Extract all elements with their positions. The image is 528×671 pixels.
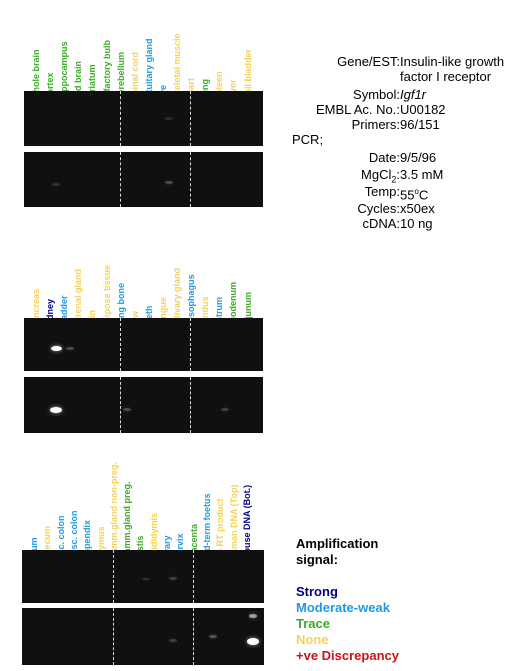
gel-image-1-top [24, 91, 263, 146]
gel-band [221, 408, 230, 411]
gel-image-1-bottom [24, 152, 263, 207]
gel-band [66, 347, 75, 350]
lane-group-divider [190, 377, 192, 433]
date-row: Date: 9/5/96 [290, 150, 526, 165]
mgcl-key-prefix: MgCl [361, 167, 392, 182]
cdna-row: cDNA: 10 ng [290, 216, 526, 231]
gene-value-line2: factor I receptor [400, 69, 492, 84]
symbol-value: Igf1r [400, 87, 427, 102]
legend-title-line2: signal: [296, 552, 338, 567]
gel-band [169, 577, 177, 580]
symbol-key: Symbol: [353, 87, 400, 102]
amplification-legend: Amplification signal: Strong Moderate-we… [296, 536, 399, 664]
mgcl-row: MgCl2: 3.5 mM [290, 167, 526, 185]
lane-group-divider [192, 608, 194, 665]
gel-image-2-top [24, 318, 263, 371]
gel-band [164, 181, 173, 184]
mgcl-value: 3.5 mM [400, 167, 444, 182]
gel-band [208, 635, 217, 638]
pcr-info-block: Gene/EST: Insulin-like growth factor I r… [290, 54, 526, 231]
gene-row: Gene/EST: Insulin-like growth [290, 54, 526, 69]
lane-label: Mamm.gland non-preg. [108, 462, 119, 561]
cycles-key: Cycles: [357, 201, 400, 216]
lane-group-divider [119, 152, 121, 207]
gel-band [169, 639, 177, 642]
temp-row: Temp: 55oC [290, 184, 526, 202]
gel-image-3-top [22, 550, 264, 603]
temp-value: 55oC [400, 184, 428, 202]
embl-value: U00182 [400, 102, 446, 117]
lane-group-divider [192, 550, 194, 603]
date-key: Date: [368, 150, 400, 165]
lane-group-divider [190, 91, 192, 146]
lane-group-divider [113, 608, 115, 665]
gel-band [164, 117, 173, 120]
cdna-key: cDNA: [362, 216, 400, 231]
gel-band [122, 408, 131, 411]
lane-group-divider [190, 152, 192, 207]
cdna-value: 10 ng [400, 216, 433, 231]
pcr-row: PCR; [290, 132, 526, 147]
primers-value: 96/151 [400, 117, 440, 132]
lane-group-divider [119, 377, 121, 433]
lane-group-divider [119, 91, 121, 146]
gene-row-2: factor I receptor [290, 69, 526, 84]
gene-key: Gene/EST: [337, 54, 400, 69]
gel-image-3-bottom [22, 608, 264, 665]
legend-none: None [296, 632, 329, 647]
cycles-value: x50ex [400, 201, 435, 216]
temp-value-num: 55 [400, 187, 415, 203]
pcr-label: PCR; [292, 132, 324, 147]
lane-group-divider [190, 318, 192, 371]
temp-key: Temp: [364, 184, 400, 199]
gel-band [246, 638, 259, 645]
gel-image-2-bottom [24, 377, 263, 433]
gel-band [248, 614, 257, 618]
mgcl-key-suffix: : [396, 167, 400, 182]
legend-title-line1: Amplification [296, 536, 379, 551]
gel-band [52, 183, 61, 186]
legend-trace: Trace [296, 616, 330, 631]
legend-moderate: Moderate-weak [296, 600, 390, 615]
gel-band [142, 578, 151, 580]
legend-strong: Strong [296, 584, 338, 599]
date-value: 9/5/96 [400, 150, 437, 165]
primers-key: Primers: [351, 117, 400, 132]
mgcl-key: MgCl2: [361, 167, 400, 188]
embl-key: EMBL Ac. No.: [315, 102, 400, 117]
symbol-row: Symbol: Igf1r [290, 87, 526, 102]
gel-band [50, 407, 63, 413]
primers-row: Primers: 96/151 [290, 117, 526, 132]
gel-band [50, 346, 62, 351]
lane-group-divider [113, 550, 115, 603]
cycles-row: Cycles: x50ex [290, 201, 526, 216]
legend-discrepancy: +ve Discrepancy [296, 648, 399, 663]
mgcl-key-sub: 2 [391, 174, 397, 185]
gene-value-line1: Insulin-like growth [400, 54, 505, 69]
temp-value-unit: C [418, 187, 429, 203]
lane-group-divider [119, 318, 121, 371]
embl-row: EMBL Ac. No.: U00182 [290, 102, 526, 117]
temp-value-sup: o [414, 187, 419, 196]
